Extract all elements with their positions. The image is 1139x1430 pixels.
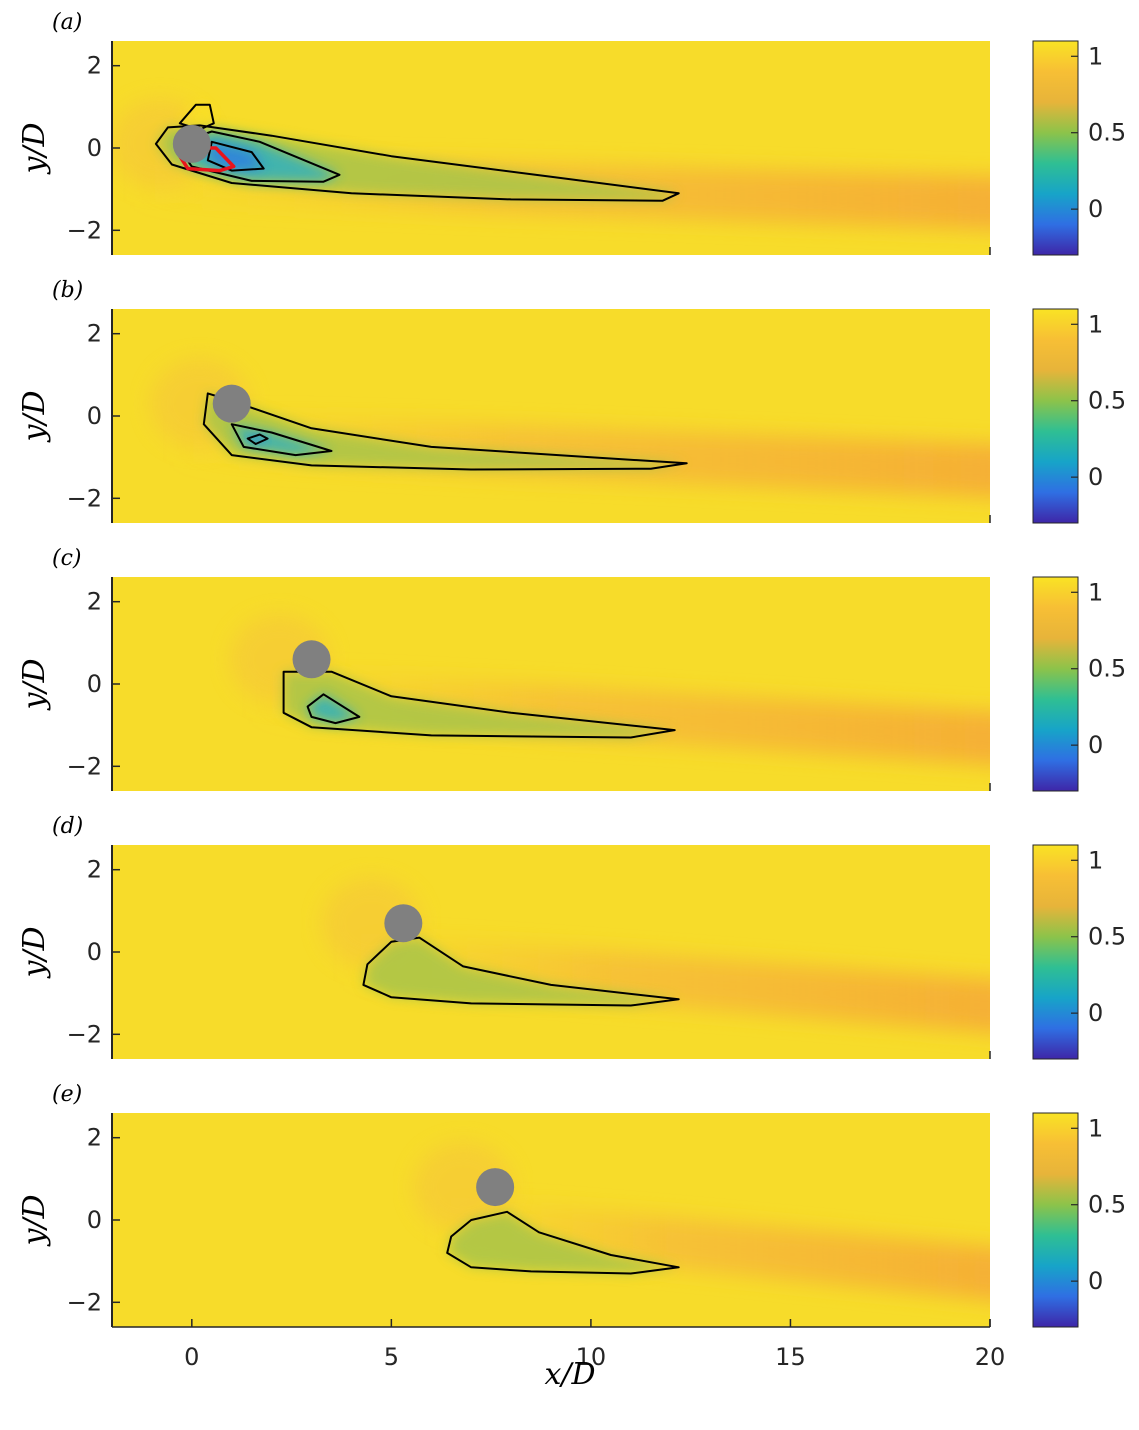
contour-fill-outer <box>363 937 679 1006</box>
y-axis-label: y/D <box>17 1194 52 1247</box>
y-tick-label: 2 <box>87 1124 102 1152</box>
cylinder <box>172 124 211 163</box>
y-tick-label: −2 <box>67 752 102 780</box>
x-tick-label: 20 <box>975 1343 1006 1371</box>
colorbar-tick-label: 1 <box>1088 42 1103 70</box>
colorbar-tick-label: 0 <box>1088 999 1103 1027</box>
contour-line-outer <box>446 1210 680 1275</box>
y-tick-label: 0 <box>87 402 102 430</box>
x-tick-label: 5 <box>384 1343 399 1371</box>
colorbar-tick-label: 0.5 <box>1088 923 1126 951</box>
colorbar <box>1032 844 1079 1060</box>
contour-fill-inner <box>307 694 360 724</box>
panel-e: 2 0 −2 y/D (e) 1 0.5 0 <box>17 1082 1126 1328</box>
colorbar-tick-label: 1 <box>1088 310 1103 338</box>
contour-fill-inner <box>231 424 332 456</box>
x-axis: 0 5 10 15 20 <box>112 1319 1005 1371</box>
upstream-halo <box>413 1142 514 1233</box>
colorbar <box>1032 308 1079 524</box>
x-tick-label: 15 <box>775 1343 806 1371</box>
contour-line-outer <box>202 392 688 471</box>
colorbar <box>1032 1112 1079 1328</box>
wake-band <box>251 667 990 766</box>
cylinder <box>476 1168 515 1207</box>
y-tick-label: 2 <box>87 588 102 616</box>
y-tick-label: 2 <box>87 52 102 80</box>
contour-fill-top <box>179 104 214 130</box>
colorbar-tick-label: 0 <box>1088 463 1103 491</box>
contour-fill-outer <box>283 671 675 738</box>
contour-line-inner <box>306 693 361 725</box>
colorbar-tick-label: 1 <box>1088 846 1103 874</box>
colorbar-tick-label: 0 <box>1088 195 1103 223</box>
y-axis-label: y/D <box>17 658 52 711</box>
y-axis-label: y/D <box>17 390 52 443</box>
panel-b: 2 0 −2 y/D (b) 1 0.5 0 <box>17 278 1126 524</box>
y-tick-label: −2 <box>67 216 102 244</box>
contour-line-inner2 <box>246 433 269 445</box>
cylinder <box>292 640 331 679</box>
panel-label: (a) <box>52 10 82 35</box>
colorbar-tick-label: 0 <box>1088 731 1103 759</box>
colorbar-tick-label: 0.5 <box>1088 119 1126 147</box>
panel-label: (b) <box>52 278 83 303</box>
colorbar-tick-label: 0.5 <box>1088 1191 1126 1219</box>
x-axis-label: x/D <box>544 1357 595 1392</box>
cylinder <box>212 384 251 423</box>
y-tick-label: −2 <box>67 1288 102 1316</box>
panel-a: 2 0 −2 y/D (a) 1 0.5 0 <box>17 10 1126 256</box>
panel-d: 2 0 −2 y/D (d) 1 0.5 0 <box>17 814 1126 1060</box>
panels: 2 0 −2 y/D (a) 1 0.5 0 2 0 −2 y/D (b) 1 0.5 0 2 0 −2 y/D (c)… <box>17 10 1126 1328</box>
colorbar-tick-label: 1 <box>1088 1114 1103 1142</box>
colorbar <box>1032 576 1079 792</box>
cylinder <box>384 904 423 943</box>
contour-fill-inner2 <box>207 141 264 171</box>
y-tick-label: 0 <box>87 1206 102 1234</box>
panel-c: 2 0 −2 y/D (c) 1 0.5 0 <box>17 546 1126 792</box>
colorbar-tick-label: 0.5 <box>1088 387 1126 415</box>
wake-band <box>435 1195 990 1301</box>
contour-line-inner <box>230 423 333 457</box>
contour-fill-outer <box>447 1211 679 1274</box>
colorbar-tick-label: 0.5 <box>1088 655 1126 683</box>
y-tick-label: 0 <box>87 134 102 162</box>
contour-line-inner2 <box>206 140 265 172</box>
y-tick-label: 0 <box>87 938 102 966</box>
wake-band <box>171 411 990 498</box>
wake-band <box>343 931 990 1033</box>
y-axis-label: y/D <box>17 122 52 175</box>
y-tick-label: 2 <box>87 320 102 348</box>
y-tick-label: 2 <box>87 856 102 884</box>
panel-label: (c) <box>52 546 82 571</box>
panel-label: (d) <box>52 814 83 839</box>
y-tick-label: −2 <box>67 484 102 512</box>
colorbar-tick-label: 0 <box>1088 1267 1103 1295</box>
contour-line-outer <box>154 124 680 202</box>
colorbar-tick-label: 1 <box>1088 578 1103 606</box>
y-axis-label: y/D <box>17 926 52 979</box>
x-tick-label: 0 <box>184 1343 199 1371</box>
x-tick-label: 10 <box>576 1343 607 1371</box>
y-tick-label: −2 <box>67 1020 102 1048</box>
contour-line-outer <box>282 670 676 739</box>
panel-label: (e) <box>52 1082 82 1107</box>
colorbar <box>1032 40 1079 256</box>
y-tick-label: 0 <box>87 670 102 698</box>
